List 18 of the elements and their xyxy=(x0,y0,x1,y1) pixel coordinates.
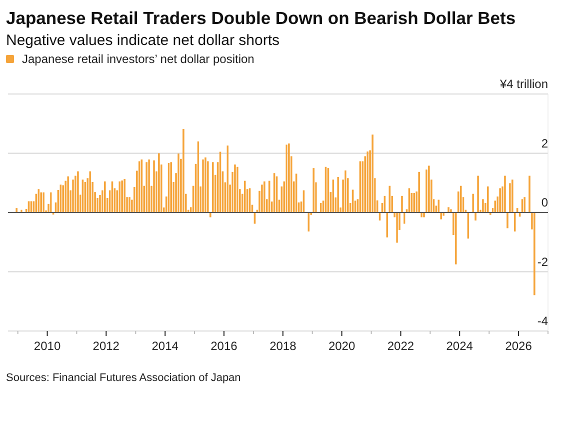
x-tick-label: 2018 xyxy=(270,339,297,353)
x-tick-label: 2026 xyxy=(505,339,532,353)
y-tick-label: ¥4 trillion xyxy=(498,77,548,91)
x-tick-label: 2016 xyxy=(210,339,238,353)
y-tick-label: -2 xyxy=(537,254,548,269)
x-tick-label: 2010 xyxy=(34,339,61,353)
x-tick-label: 2022 xyxy=(387,339,414,353)
chart-title: Japanese Retail Traders Double Down on Bearish Dollar Bets xyxy=(6,8,516,28)
chart-subtitle: Negative values indicate net dollar shorts xyxy=(6,32,280,49)
y-tick-label: 2 xyxy=(541,136,548,150)
y-tick-label: 0 xyxy=(541,196,548,210)
x-tick-label: 2012 xyxy=(92,339,120,353)
x-tick-label: 2014 xyxy=(152,339,179,353)
source-note: Sources: Financial Futures Association of Japan xyxy=(6,372,241,384)
x-tick-label: 2024 xyxy=(446,339,474,353)
x-tick-label: 2020 xyxy=(328,339,356,353)
legend-label: Japanese retail investors’ net dollar position xyxy=(22,52,254,66)
y-tick-label: -4 xyxy=(537,314,548,328)
